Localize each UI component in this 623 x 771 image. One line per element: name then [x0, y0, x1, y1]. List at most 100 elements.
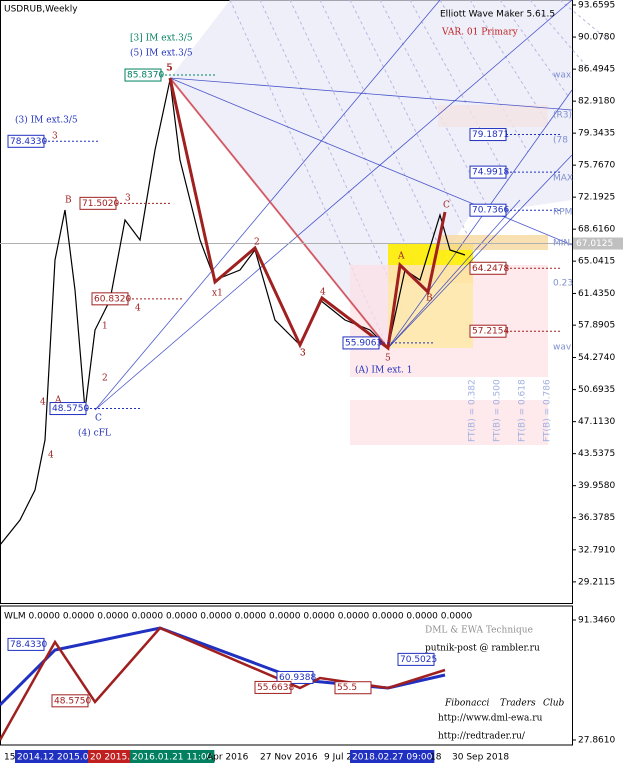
y-tick-label: 57.8905 [578, 321, 615, 331]
variant: VAR. 01 Primary [441, 28, 519, 38]
fib-label: FT(B) = 0.382 [468, 379, 478, 442]
wave-label: 5 [167, 64, 173, 74]
price-box [124, 68, 162, 82]
price-label: 74.9918 [472, 168, 509, 178]
y-tick-label: 75.7670 [578, 161, 615, 171]
price-box [254, 680, 292, 694]
wave-label: (3) IM ext.3/5 [15, 115, 78, 126]
price-box [49, 402, 87, 416]
time-label: 2014.12.1 [17, 753, 63, 763]
price-label: 55.6638 [257, 683, 294, 693]
y-tick-label: 79.3435 [578, 129, 615, 139]
price-box [342, 336, 380, 350]
time-label: Apr 2016 [207, 753, 249, 763]
wave-label: 4 [135, 304, 141, 314]
price-label: 55.9063 [345, 338, 382, 348]
price-label: 78.4330 [10, 640, 47, 650]
level-tag: MAX [553, 174, 573, 184]
price-label: 57.2154 [472, 327, 509, 337]
y-tick-label: 36.3785 [578, 513, 615, 523]
credit: Club [543, 699, 565, 709]
wave-label: 4 [40, 398, 46, 408]
fork-line [169, 77, 573, 111]
fork-line [387, 154, 573, 349]
time-box [88, 750, 138, 763]
price-label: 60.9388 [279, 673, 316, 683]
price-box [469, 128, 507, 142]
time-box [130, 750, 215, 763]
time-box [55, 750, 91, 763]
indicator-title: WLM 0.0000 0.0000 0.0000 0.0000 0.0000 0… [4, 612, 473, 622]
y-tick-label: 39.9580 [578, 481, 615, 491]
price-label: 85.8370 [127, 71, 164, 81]
wave-label: 3 [300, 349, 306, 359]
fork-line [387, 89, 573, 349]
price-box [276, 670, 314, 684]
fork-line [94, 0, 573, 411]
y-tick-label: 47.1130 [578, 417, 615, 427]
price-label: 48.5750 [54, 696, 91, 706]
fork-grid [469, 0, 549, 125]
zone-pink [350, 265, 548, 377]
time-label: 2018.02.27 09:00 [352, 753, 433, 763]
fib-label: FT(B) = 0.786 [543, 379, 553, 442]
fork-line [94, 0, 441, 411]
wave-label: 3 [300, 349, 306, 359]
wave-label: C [95, 414, 102, 424]
level-tag: MIN [553, 239, 570, 249]
price-box [469, 261, 507, 275]
fork-zone [170, 0, 572, 348]
price-box [397, 652, 435, 666]
wave-label: B [65, 196, 72, 206]
y-tick-label: 82.9180 [578, 97, 615, 107]
time-label: 20 2015.1 [90, 753, 136, 763]
price-box [91, 292, 129, 306]
price-label: 78.4330 [10, 137, 47, 147]
zone-pink2 [350, 400, 548, 445]
y-tick-label: 50.6935 [578, 385, 615, 395]
wave-label: 4 [48, 451, 54, 461]
y-tick-label: 43.5375 [578, 449, 615, 459]
time-box [15, 750, 65, 763]
price-label: 60.8320 [94, 294, 131, 304]
level-tag: (78 [553, 136, 568, 146]
wave-label: 5 [166, 64, 172, 74]
current-price-label: 67.0125 [576, 239, 613, 249]
wave-zigzag [168, 77, 447, 351]
wave-label: 2 [254, 238, 260, 248]
indicator-name: Elliott Wave Maker 5.61.5 [440, 10, 555, 20]
time-label: 30 Sep 2018 [452, 753, 509, 763]
fork-grid [529, 0, 589, 69]
y-tick-label: 54.2740 [578, 353, 615, 363]
y-tick-label: 86.4945 [578, 65, 615, 75]
wave-label: (4) cFL [78, 428, 111, 439]
fork-grid [409, 0, 509, 181]
wave-label: 5 [385, 354, 391, 364]
wave-label: A [397, 252, 405, 262]
wave-label: x1 [212, 289, 223, 299]
wave-label: [3] IM ext.3/5 [130, 34, 193, 44]
price-label: 64.2478 [472, 264, 509, 274]
price-label: 70.7366 [472, 206, 509, 216]
fork-line [387, 199, 521, 349]
price-box [469, 324, 507, 338]
credit: DML & EWA Technique [425, 626, 533, 636]
price-label: 71.5020 [82, 199, 119, 209]
fork-grid [259, 0, 409, 321]
wave-label: 3 [125, 194, 131, 204]
time-label: 27 Nov 2016 [260, 753, 318, 763]
price-box [7, 637, 45, 651]
time-label: 2015.0 [57, 753, 89, 763]
current-price-box [573, 237, 623, 250]
credit: http://www.dml-ewa.ru [438, 714, 543, 724]
credit: putnik-post @ rambler.ru [425, 644, 540, 654]
fork-grid [559, 0, 609, 41]
wave-label: (5) IM ext.3/5 [130, 48, 193, 59]
fib-label: FT(B) = 0.500 [493, 379, 503, 442]
wave-label: A [54, 396, 62, 406]
price-label: 55.5 [337, 683, 357, 693]
trend-line [169, 77, 389, 349]
time-label: 2016.01.21 11:00 [132, 753, 213, 763]
wave-label: (A) IM ext. 1 [355, 365, 412, 376]
